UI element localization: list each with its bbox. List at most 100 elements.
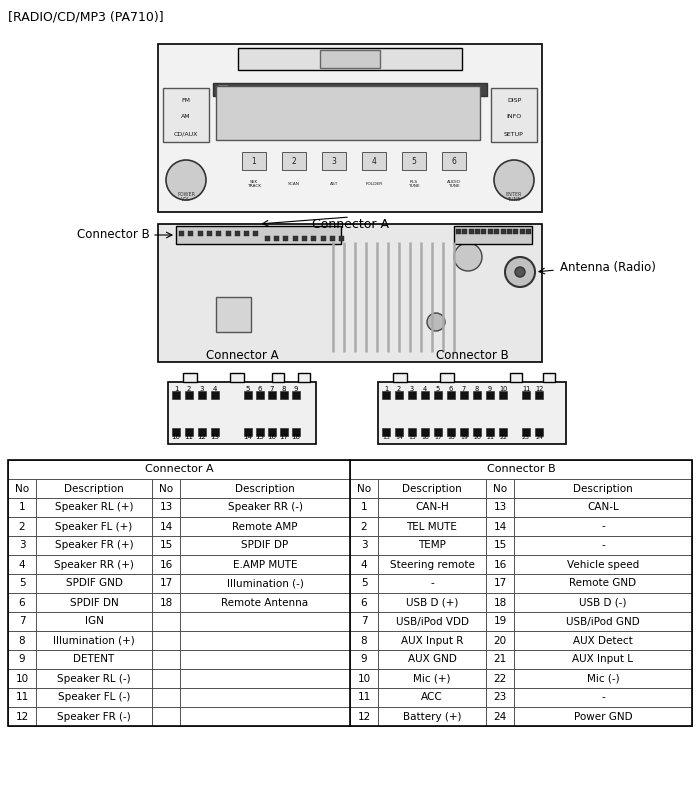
Bar	[8, 479, 36, 498]
Bar	[378, 707, 486, 726]
Bar	[486, 536, 514, 555]
Circle shape	[494, 160, 534, 200]
Bar	[8, 517, 36, 536]
Text: 2: 2	[187, 386, 191, 392]
Bar	[378, 574, 486, 593]
Bar	[514, 593, 692, 612]
Bar	[36, 536, 152, 555]
Text: 1: 1	[174, 386, 178, 392]
Bar	[526, 229, 531, 234]
Bar	[378, 555, 486, 574]
Text: 2: 2	[397, 386, 401, 392]
Bar	[486, 555, 514, 574]
Bar	[168, 382, 316, 444]
Text: 10: 10	[499, 386, 508, 392]
Text: 18: 18	[160, 598, 173, 608]
Text: Illumination (+): Illumination (+)	[53, 636, 135, 646]
Bar	[185, 391, 193, 399]
Bar	[447, 428, 455, 436]
Text: 3: 3	[199, 386, 204, 392]
Text: 24: 24	[535, 435, 543, 440]
Bar	[486, 428, 494, 436]
Text: 16: 16	[267, 434, 276, 440]
Text: 1: 1	[19, 502, 25, 513]
Bar	[522, 428, 530, 436]
Bar	[218, 85, 227, 94]
Text: INFO: INFO	[506, 114, 522, 120]
Text: 19: 19	[494, 616, 507, 626]
Text: 21: 21	[494, 654, 507, 664]
Bar	[454, 226, 532, 244]
Circle shape	[505, 257, 535, 287]
Circle shape	[166, 160, 206, 200]
Text: 11: 11	[15, 693, 29, 702]
Bar	[280, 391, 288, 399]
Text: 22: 22	[499, 435, 507, 440]
Text: 9: 9	[488, 386, 492, 392]
Text: Speaker RR (-): Speaker RR (-)	[228, 502, 302, 513]
Text: 5: 5	[360, 578, 368, 589]
Text: 17: 17	[279, 434, 288, 440]
Bar	[230, 373, 244, 382]
Bar	[36, 517, 152, 536]
Bar	[152, 631, 180, 650]
Bar	[36, 650, 152, 669]
Bar	[152, 650, 180, 669]
Bar	[8, 536, 36, 555]
Bar	[180, 517, 350, 536]
Bar	[378, 612, 486, 631]
Text: DETENT: DETENT	[74, 654, 115, 664]
Bar	[473, 391, 481, 399]
Text: Connector A: Connector A	[312, 218, 388, 231]
Bar	[198, 428, 206, 436]
Bar	[234, 231, 240, 236]
Bar	[494, 229, 499, 234]
Bar	[302, 236, 307, 241]
Bar	[350, 498, 378, 517]
Bar	[298, 373, 310, 382]
Bar	[238, 48, 462, 70]
Bar	[535, 391, 543, 399]
Text: 6: 6	[258, 386, 262, 392]
Text: SPDIF DP: SPDIF DP	[241, 540, 288, 551]
Bar	[242, 152, 266, 170]
Text: SCAN: SCAN	[288, 182, 300, 186]
Bar	[36, 631, 152, 650]
Text: 1: 1	[251, 156, 256, 165]
Bar	[180, 479, 350, 498]
Text: Description: Description	[573, 484, 633, 493]
Text: 14: 14	[494, 522, 507, 531]
Text: Connector B: Connector B	[486, 464, 555, 475]
Bar	[350, 612, 378, 631]
Text: 12: 12	[358, 711, 370, 722]
Bar	[447, 391, 455, 399]
Bar	[514, 479, 692, 498]
Text: 13: 13	[494, 502, 507, 513]
Text: Connector B: Connector B	[435, 349, 508, 362]
Bar	[152, 593, 180, 612]
Bar	[350, 536, 378, 555]
Text: 19: 19	[460, 435, 468, 440]
Text: 16: 16	[160, 560, 173, 569]
Bar	[8, 688, 36, 707]
Text: 20: 20	[473, 435, 481, 440]
Text: 9: 9	[19, 654, 25, 664]
Bar	[514, 536, 692, 555]
Text: 7: 7	[360, 616, 368, 626]
Text: SPDIF DN: SPDIF DN	[69, 598, 118, 608]
Text: 15: 15	[256, 434, 265, 440]
Bar	[36, 479, 152, 498]
Bar	[513, 229, 518, 234]
Text: 6: 6	[452, 156, 456, 165]
Bar	[482, 229, 486, 234]
Bar	[152, 479, 180, 498]
Text: 9: 9	[294, 386, 298, 392]
Bar	[486, 391, 494, 399]
Bar	[514, 574, 692, 593]
Text: 13: 13	[160, 502, 173, 513]
Circle shape	[427, 313, 445, 331]
Text: Mic (-): Mic (-)	[587, 673, 620, 684]
Bar	[284, 236, 288, 241]
Text: 12: 12	[535, 386, 543, 392]
Text: 18: 18	[291, 434, 300, 440]
